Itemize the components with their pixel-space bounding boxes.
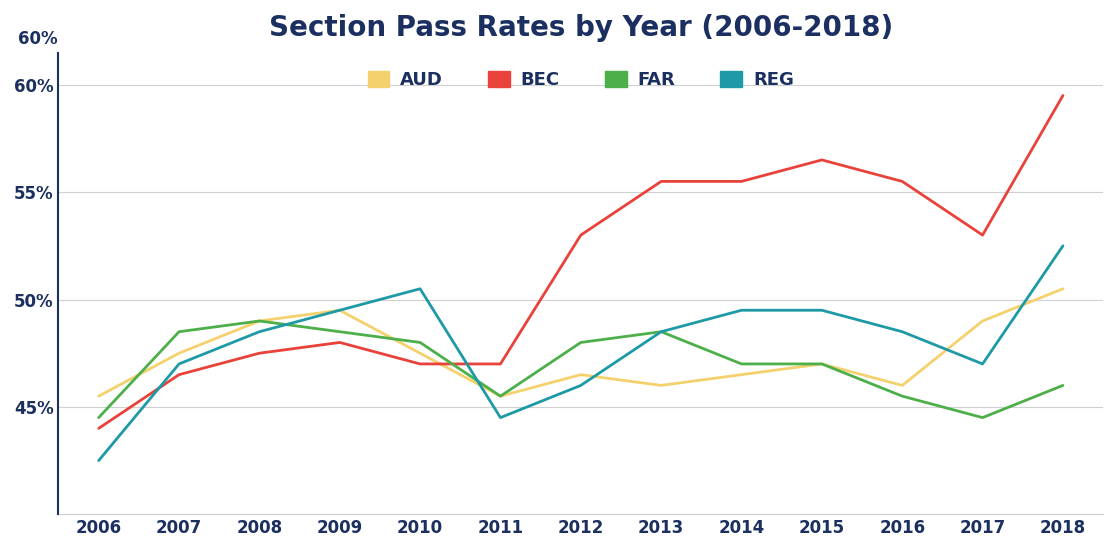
AUD [413, 350, 427, 356]
BEC [815, 156, 829, 163]
AUD [252, 318, 266, 325]
REG [172, 360, 185, 367]
REG [735, 307, 748, 314]
AUD [655, 382, 668, 388]
FAR [574, 339, 588, 346]
BEC [333, 339, 346, 346]
REG [333, 307, 346, 314]
Line: AUD: AUD [98, 289, 1063, 396]
BEC [574, 232, 588, 239]
FAR [413, 339, 427, 346]
Text: 60%: 60% [18, 30, 57, 48]
AUD [735, 371, 748, 378]
FAR [252, 318, 266, 325]
Title: Section Pass Rates by Year (2006-2018): Section Pass Rates by Year (2006-2018) [269, 14, 892, 42]
FAR [172, 328, 185, 335]
REG [896, 328, 909, 335]
REG [1057, 242, 1070, 249]
AUD [976, 318, 990, 325]
FAR [92, 414, 105, 421]
REG [252, 328, 266, 335]
AUD [815, 360, 829, 367]
FAR [735, 360, 748, 367]
AUD [172, 350, 185, 356]
Line: FAR: FAR [98, 321, 1063, 418]
FAR [976, 414, 990, 421]
AUD [574, 371, 588, 378]
AUD [333, 307, 346, 314]
REG [574, 382, 588, 388]
BEC [976, 232, 990, 239]
BEC [896, 178, 909, 185]
REG [92, 457, 105, 464]
BEC [413, 360, 427, 367]
AUD [1057, 285, 1070, 292]
REG [413, 285, 427, 292]
FAR [815, 360, 829, 367]
FAR [896, 393, 909, 399]
FAR [333, 328, 346, 335]
Line: REG: REG [98, 246, 1063, 461]
AUD [92, 393, 105, 399]
BEC [252, 350, 266, 356]
FAR [494, 393, 507, 399]
AUD [494, 393, 507, 399]
FAR [1057, 382, 1070, 388]
REG [494, 414, 507, 421]
BEC [735, 178, 748, 185]
REG [976, 360, 990, 367]
Line: BEC: BEC [98, 95, 1063, 428]
BEC [494, 360, 507, 367]
BEC [92, 425, 105, 431]
REG [815, 307, 829, 314]
BEC [655, 178, 668, 185]
BEC [1057, 92, 1070, 99]
AUD [896, 382, 909, 388]
REG [655, 328, 668, 335]
Legend: AUD, BEC, FAR, REG: AUD, BEC, FAR, REG [367, 71, 794, 89]
FAR [655, 328, 668, 335]
BEC [172, 371, 185, 378]
